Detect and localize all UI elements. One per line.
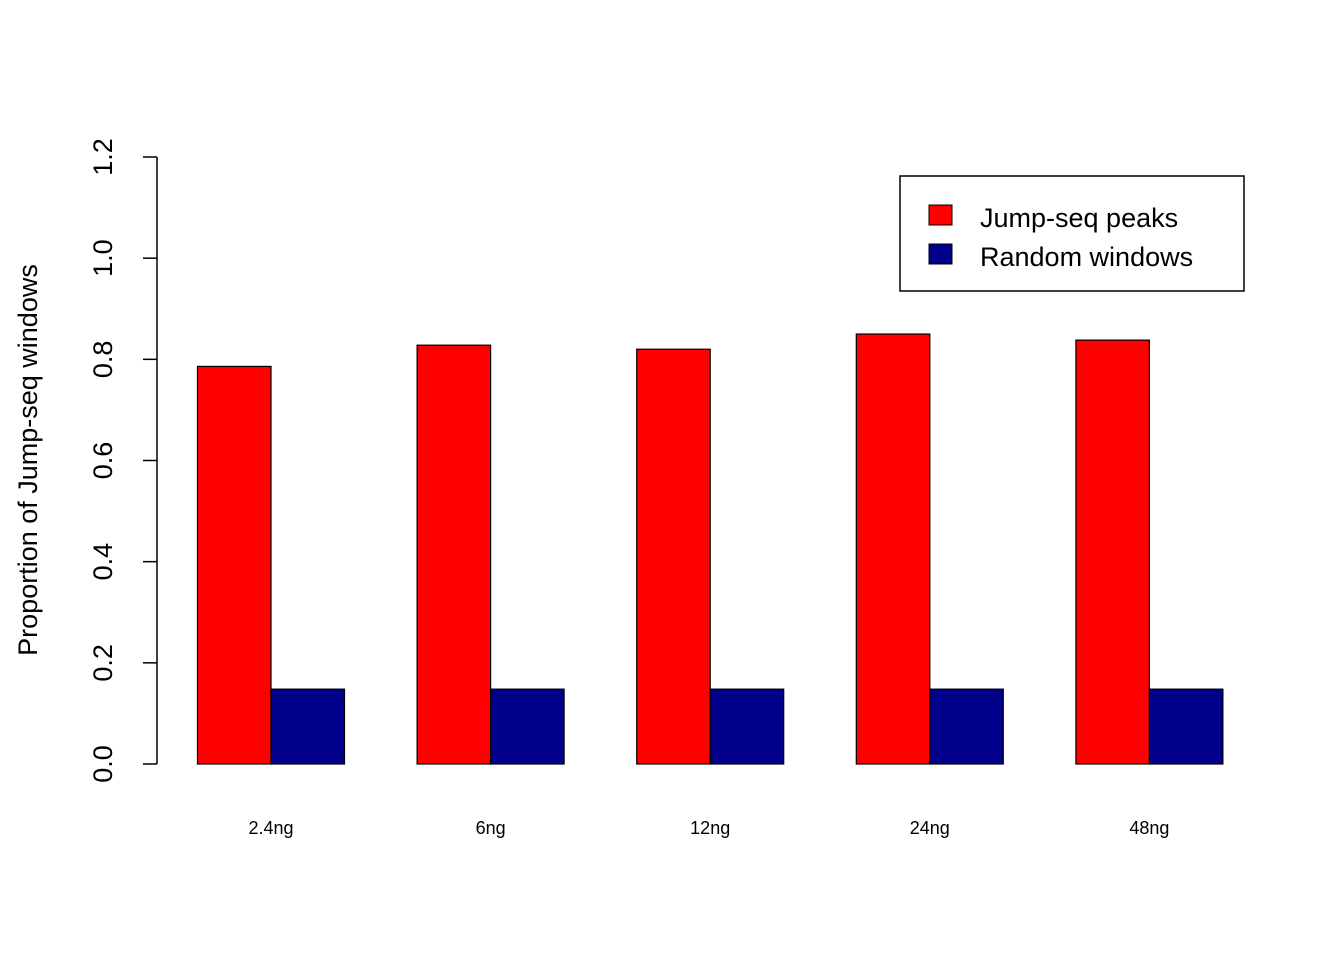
bar-jump-seq-peaks-24ng — [855, 333, 931, 765]
legend-label-jump-seq-peaks: Jump-seq peaks — [980, 203, 1178, 233]
y-tick-label-2: 0.4 — [88, 543, 118, 581]
y-tick-label-6: 1.2 — [88, 138, 118, 176]
legend: Jump-seq peaks Random windows — [899, 175, 1245, 292]
x-category-label-3: 24ng — [910, 818, 950, 838]
x-category-label-1: 6ng — [476, 818, 506, 838]
x-category-label-4: 48ng — [1129, 818, 1169, 838]
category-labels: 2.4ng 6ng 12ng 24ng 48ng — [248, 818, 1169, 838]
y-axis-title: Proportion of Jump-seq windows — [13, 264, 43, 656]
bar-jump-seq-peaks-6ng — [416, 344, 492, 765]
bar-random-windows-2-4ng — [270, 688, 346, 765]
x-category-label-0: 2.4ng — [248, 818, 293, 838]
y-tick-label-5: 1.0 — [88, 239, 118, 277]
bar-random-windows-12ng — [709, 688, 785, 765]
legend-swatch-jump-seq-peaks — [928, 204, 953, 226]
bar-jump-seq-peaks-48ng — [1075, 339, 1151, 765]
y-axis: 0.0 0.2 0.4 0.6 0.8 1.0 1.2 — [88, 138, 158, 783]
bars-group — [196, 333, 1224, 765]
legend-box — [899, 175, 1245, 292]
bar-random-windows-48ng — [1148, 688, 1224, 765]
y-tick-label-4: 0.8 — [88, 341, 118, 379]
bar-random-windows-6ng — [490, 688, 565, 765]
bar-jump-seq-peaks-12ng — [636, 348, 711, 765]
y-tick-label-1: 0.2 — [88, 644, 118, 682]
y-tick-label-3: 0.6 — [88, 442, 118, 480]
bar-random-windows-24ng — [929, 688, 1004, 765]
legend-label-random-windows: Random windows — [980, 242, 1193, 272]
legend-swatch-random-windows — [928, 243, 953, 265]
y-tick-label-0: 0.0 — [88, 745, 118, 783]
x-category-label-2: 12ng — [690, 818, 730, 838]
bar-jump-seq-peaks-2-4ng — [196, 365, 272, 765]
